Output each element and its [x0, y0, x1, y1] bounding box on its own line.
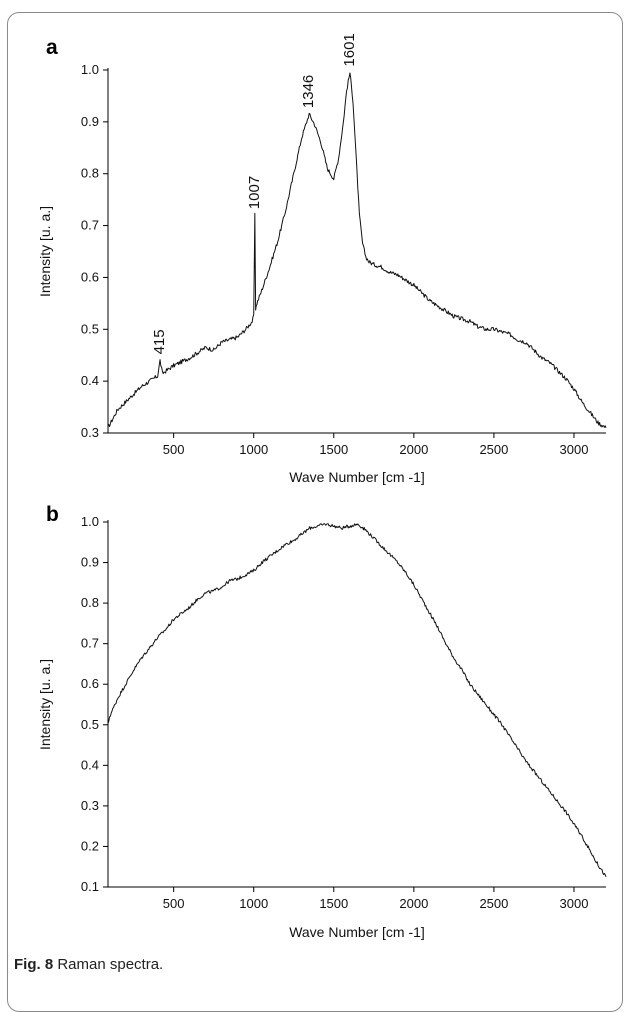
x-axis-label: Wave Number [cm -1]: [289, 469, 425, 485]
y-axis-label: Intensity [u. a.]: [37, 659, 53, 750]
y-axis-label: Intensity [u. a.]: [37, 206, 53, 297]
caption-label: Fig. 8: [14, 956, 54, 973]
chart-panel-a: 0.3 0.4 0.5 0.6 0.7 0.8 0.9 1.0 500 1000 1500 2000 2…: [37, 33, 607, 485]
peak-label: 1007: [246, 176, 263, 209]
spectrum-line: [107, 523, 607, 878]
caption-text: Raman spectra.: [57, 956, 164, 973]
spectrum-line: [107, 72, 607, 428]
x-tick-label: 1000: [239, 442, 268, 457]
chart-panel-b: 0.1 0.2 0.3 0.4 0.5 0.6 0.7 0.8 0.9 1.0 500 1000 150…: [37, 503, 607, 940]
x-tick-label: 500: [163, 442, 185, 457]
y-tick-label: 0.3: [81, 798, 99, 813]
peak-label: 415: [151, 329, 168, 354]
y-tick-label: 0.5: [81, 321, 99, 336]
y-tick-label: 0.1: [81, 879, 99, 894]
x-tick-label: 2000: [399, 896, 428, 911]
y-tick-label: 0.9: [81, 114, 99, 129]
y-tick-label: 0.4: [81, 757, 99, 772]
x-tick-label: 1000: [239, 896, 268, 911]
y-tick-label: 1.0: [81, 62, 99, 77]
x-tick-label: 3000: [560, 896, 589, 911]
peak-label: 1601: [341, 33, 358, 66]
x-tick-label: 3000: [560, 442, 589, 457]
y-tick-label: 0.9: [81, 555, 99, 570]
y-tick-label: 0.4: [81, 373, 99, 388]
y-tick-label: 0.7: [81, 636, 99, 651]
x-tick-label: 1500: [319, 896, 348, 911]
y-tick-label: 0.8: [81, 595, 99, 610]
y-tick-label: 0.6: [81, 676, 99, 691]
y-tick-label: 0.2: [81, 838, 99, 853]
y-tick-label: 0.8: [81, 166, 99, 181]
panel-label: b: [46, 503, 59, 526]
x-tick-label: 500: [163, 896, 185, 911]
raman-spectra-figure: 0.3 0.4 0.5 0.6 0.7 0.8 0.9 1.0 500 1000 1500 2000 2…: [37, 33, 607, 940]
y-tick-label: 0.6: [81, 269, 99, 284]
x-tick-label: 2000: [399, 442, 428, 457]
y-tick-label: 1.0: [81, 514, 99, 529]
x-tick-label: 2500: [479, 896, 508, 911]
y-tick-label: 0.7: [81, 218, 99, 233]
peak-label: 1346: [300, 75, 317, 108]
x-axis-label: Wave Number [cm -1]: [289, 924, 425, 940]
y-tick-label: 0.3: [81, 425, 99, 440]
x-tick-label: 1500: [319, 442, 348, 457]
figure-caption: Fig. 8 Raman spectra.: [14, 956, 163, 973]
y-tick-label: 0.5: [81, 717, 99, 732]
x-tick-label: 2500: [479, 442, 508, 457]
panel-label: a: [46, 36, 58, 59]
